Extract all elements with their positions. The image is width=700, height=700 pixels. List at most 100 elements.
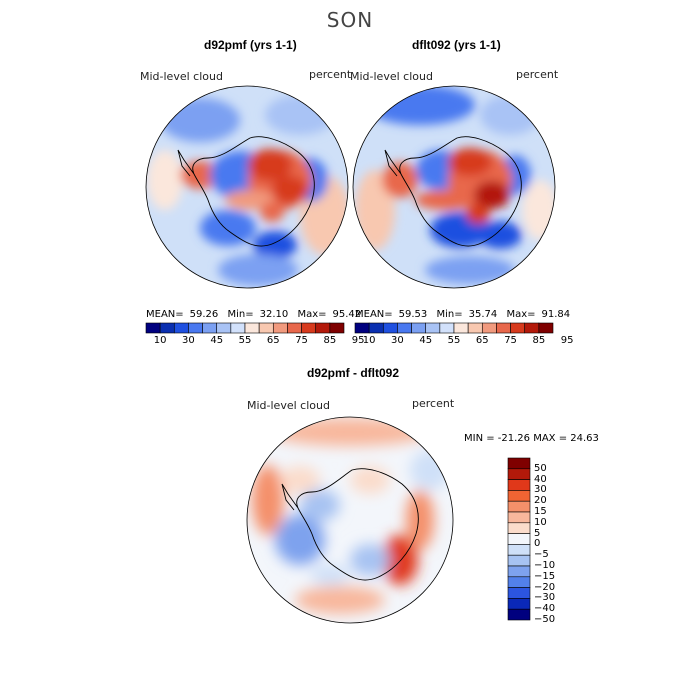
panel3-colorbar-swatch [507, 608, 531, 621]
panel1-min-value: 32.10 [259, 309, 289, 320]
panel1-colorbar-tick-label: 65 [266, 335, 280, 346]
panel2-colorbar-swatch [397, 322, 412, 334]
panel3-colorbar-swatch [507, 490, 531, 502]
panel3-colorbar-tick-label: −5 [534, 549, 549, 561]
panel3-colorbar-tick-label: 20 [534, 495, 547, 507]
panel1-colorbar [145, 322, 345, 334]
panel3-colorbar-tick-label: 30 [534, 484, 547, 496]
panel2-colorbar-swatch [481, 322, 497, 334]
panel3-colorbar-swatch [507, 500, 531, 513]
panel2-colorbar-swatch [467, 322, 483, 334]
panel3-colorbar-swatch [507, 598, 531, 610]
panel2-map-boundary [352, 85, 556, 289]
panel1-title: d92pmf (yrs 1-1) [204, 38, 297, 52]
panel1-colorbar-swatch [145, 322, 161, 334]
panel2-field-label: Mid-level cloud [350, 70, 433, 83]
panel2-max-value: 91.84 [541, 309, 571, 320]
panel1-colorbar-swatch [287, 322, 302, 334]
panel1-antarctica-coastline [177, 136, 315, 247]
panel2-colorbar-swatch [425, 322, 441, 334]
panel3-colorbar-swatch [507, 554, 531, 567]
panel2-mean-value: 59.53 [398, 309, 428, 320]
panel3-minmax: MIN = -21.26 MAX = 24.63 [464, 433, 599, 444]
panel1-colorbar-swatch [216, 322, 232, 334]
panel1-mean-value: 59.26 [189, 309, 219, 320]
panel1-field-label: Mid-level cloud [140, 70, 223, 83]
panel3-colorbar-tick-label: −30 [534, 592, 556, 604]
panel3-map-boundary [246, 416, 454, 624]
panel1-colorbar-swatch [272, 322, 288, 334]
panel1-colorbar-tick-label: 95 [351, 335, 365, 346]
panel2-colorbar-tick-label: 55 [447, 335, 461, 346]
panel3-map [247, 417, 453, 623]
panel3-colorbar-tick-label: −10 [534, 560, 556, 571]
panel2-min-label: Min= [436, 309, 463, 320]
panel2-colorbar-tick-label: 95 [560, 335, 574, 346]
panel3-colorbar-tick-label: −40 [534, 603, 556, 615]
panel2-colorbar-swatch [382, 322, 398, 334]
panel2-colorbar-swatch [439, 322, 455, 334]
panel3-colorbar-tick-label: −20 [534, 581, 556, 593]
panel1-colorbar-tick-label: 45 [210, 335, 224, 346]
panel2-colorbar [354, 322, 554, 334]
season-title: SON [326, 8, 374, 32]
panel2-colorbar-tick-label: 10 [362, 335, 376, 346]
panel1-colorbar-swatch [315, 322, 331, 334]
panel1-colorbar-tick-label: 75 [295, 335, 308, 346]
panel2-colorbar-swatch [354, 322, 370, 334]
panel1-colorbar-tick-label: 55 [238, 335, 252, 346]
panel2-colorbar-tick-label: 30 [391, 335, 404, 346]
panel1-max-label: Max= [297, 309, 327, 320]
panel2-max-label: Max= [506, 309, 536, 320]
panel3-antarctica-coastline [281, 468, 419, 581]
panel1-max-value: 95.42 [332, 309, 362, 320]
panel2-min-value: 35.74 [468, 309, 498, 320]
panel3-colorbar-swatch [507, 533, 531, 545]
panel1-stats: MEAN= 59.26 Min= 32.10 Max= 95.42 [146, 309, 367, 320]
panel3-field-label: Mid-level cloud [247, 399, 330, 412]
panel3-units-label: percent [412, 397, 455, 410]
panel1-map [146, 86, 348, 288]
panel3-colorbar-swatch [507, 587, 531, 599]
panel2-colorbar-tick-label: 85 [532, 335, 546, 346]
panel1-colorbar-tick-label: 85 [323, 335, 337, 346]
panel3-colorbar-swatch [507, 457, 531, 470]
panel3-colorbar-swatch [507, 565, 531, 578]
panel1-colorbar-swatch [188, 322, 203, 334]
panel3-colorbar-tick-label: −50 [534, 614, 556, 625]
panel2-colorbar-swatch [538, 322, 554, 334]
panel1-mean-label: MEAN= [146, 309, 184, 320]
panel2-colorbar-swatch [411, 322, 427, 334]
panel1-units-label: percent [309, 68, 352, 81]
panel3-colorbar-tick-label: −15 [534, 570, 556, 582]
panel3-colorbar-swatch [507, 468, 531, 480]
panel3-colorbar-tick-label: 40 [534, 473, 547, 485]
panel1-colorbar-tick-label: 10 [153, 335, 167, 346]
panel3-colorbar-swatch [507, 544, 531, 556]
panel3-colorbar-swatch [507, 479, 531, 491]
panel1-colorbar-tick-label: 30 [182, 335, 195, 346]
panel1-colorbar-swatch [173, 322, 189, 334]
panel2-colorbar-tick-label: 65 [475, 335, 489, 346]
panel2-mean-label: MEAN= [355, 309, 393, 320]
panel1-colorbar-swatch [258, 322, 274, 334]
panel3-colorbar-tick-label: 0 [534, 538, 541, 550]
panel2-colorbar-swatch [510, 322, 526, 334]
panel3-title: d92pmf - dflt092 [307, 366, 400, 380]
panel3-colorbar-swatch [507, 522, 531, 534]
panel3-colorbar [507, 457, 531, 621]
panel1-colorbar-swatch [202, 322, 218, 334]
panel1-colorbar-swatch [329, 322, 345, 334]
panel1-colorbar-swatch [230, 322, 246, 334]
panel1-colorbar-swatch [244, 322, 260, 334]
panel2-title: dflt092 (yrs 1-1) [412, 38, 501, 52]
panel2-colorbar-tick-label: 45 [419, 335, 433, 346]
panel3-colorbar-tick-label: 10 [534, 516, 547, 528]
panel1-map-boundary [145, 85, 349, 289]
panel2-map [353, 86, 555, 288]
panel3-colorbar-swatch [507, 511, 531, 524]
panel3-colorbar-tick-label: 15 [534, 506, 547, 517]
panel2-stats: MEAN= 59.53 Min= 35.74 Max= 91.84 [355, 309, 576, 320]
panel1-min-label: Min= [227, 309, 254, 320]
